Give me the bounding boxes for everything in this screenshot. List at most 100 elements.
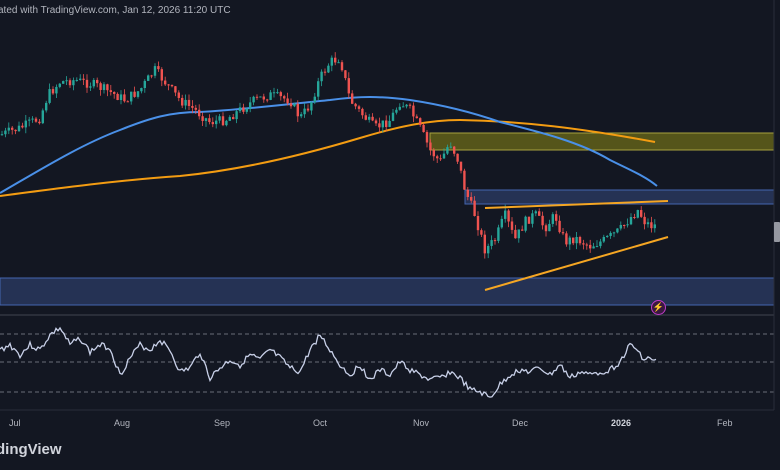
candle-body bbox=[102, 84, 106, 90]
candle-body bbox=[11, 127, 14, 130]
candle-body bbox=[446, 147, 449, 154]
candle-body bbox=[527, 216, 531, 224]
candle-body bbox=[555, 214, 558, 221]
candle-body bbox=[215, 120, 218, 125]
candle-body bbox=[623, 224, 626, 226]
candle-body bbox=[337, 62, 340, 64]
candle-body bbox=[136, 91, 140, 97]
candle-body bbox=[235, 111, 238, 120]
x-label-feb: Feb bbox=[717, 418, 733, 428]
candle-body bbox=[269, 92, 272, 100]
candle-body bbox=[204, 118, 208, 121]
candle-body bbox=[327, 65, 330, 73]
candle-body bbox=[17, 125, 21, 132]
candle-body bbox=[347, 78, 350, 94]
candle-body bbox=[38, 121, 41, 124]
candle-body bbox=[572, 237, 575, 244]
candle-body bbox=[524, 216, 527, 231]
candle-body bbox=[561, 232, 565, 234]
support-zone-blue bbox=[0, 277, 775, 306]
candle-body bbox=[456, 153, 459, 162]
candle-body bbox=[419, 118, 422, 125]
candle-body bbox=[68, 80, 72, 86]
candle-body bbox=[599, 241, 602, 247]
candle-body bbox=[126, 101, 129, 103]
candle-body bbox=[357, 106, 361, 109]
candle-body bbox=[184, 99, 187, 106]
candle-body bbox=[313, 96, 316, 103]
candle-body bbox=[279, 92, 282, 97]
candle-body bbox=[490, 240, 493, 246]
candle-body bbox=[276, 92, 279, 94]
candle-body bbox=[201, 116, 204, 121]
candle-body bbox=[538, 211, 541, 216]
candle-body bbox=[303, 108, 306, 115]
candle-body bbox=[266, 99, 269, 101]
candle-body bbox=[177, 92, 180, 98]
candle-body bbox=[585, 244, 588, 246]
candle-body bbox=[4, 130, 7, 135]
candle-body bbox=[62, 81, 65, 84]
candle-body bbox=[422, 124, 425, 133]
candle-body bbox=[89, 86, 92, 88]
candle-body bbox=[317, 81, 320, 97]
candle-body bbox=[45, 102, 48, 111]
candle-body bbox=[368, 116, 371, 120]
candle-body bbox=[646, 222, 650, 225]
price-scale-handle[interactable] bbox=[774, 222, 780, 242]
candle-body bbox=[364, 115, 367, 120]
candle-body bbox=[439, 158, 442, 160]
candle-body bbox=[507, 210, 510, 222]
candle-body bbox=[374, 120, 378, 124]
candle-body bbox=[232, 117, 235, 120]
candle-body bbox=[340, 62, 344, 71]
candle-body bbox=[323, 71, 327, 73]
x-label-dec: Dec bbox=[512, 418, 529, 428]
candle-body bbox=[514, 229, 517, 239]
candle-body bbox=[65, 80, 68, 82]
candle-body bbox=[521, 229, 524, 231]
candle-body bbox=[626, 224, 629, 226]
candle-body bbox=[470, 196, 473, 201]
candle-body bbox=[211, 122, 214, 125]
moving-average-orange bbox=[0, 118, 656, 197]
candle-body bbox=[497, 227, 500, 241]
candle-body bbox=[181, 97, 184, 106]
candle-body bbox=[300, 114, 303, 117]
candle-body bbox=[255, 96, 259, 98]
candle-body bbox=[558, 220, 561, 233]
candle-body bbox=[245, 108, 248, 112]
candle-body bbox=[351, 93, 354, 104]
candle-body bbox=[310, 102, 313, 111]
candle-body bbox=[249, 102, 252, 109]
candle-body bbox=[616, 228, 619, 233]
x-label-2026: 2026 bbox=[611, 418, 632, 428]
candle-body bbox=[28, 119, 31, 121]
candle-body bbox=[7, 127, 10, 131]
candle-body bbox=[510, 221, 514, 230]
candle-body bbox=[296, 103, 299, 117]
candle-body bbox=[72, 80, 75, 86]
candle-body bbox=[153, 66, 157, 76]
candle-body bbox=[388, 120, 391, 127]
candle-body bbox=[442, 153, 446, 159]
alert-icon[interactable]: ⚡ bbox=[651, 300, 666, 315]
candle-body bbox=[198, 109, 201, 117]
trendline-lower bbox=[484, 236, 669, 291]
candle-body bbox=[619, 224, 622, 229]
candlestick-series bbox=[0, 52, 656, 259]
tradingview-logo: dingView bbox=[0, 441, 62, 458]
candle-body bbox=[75, 79, 78, 81]
candle-body bbox=[480, 230, 483, 235]
candle-body bbox=[629, 217, 633, 225]
candle-body bbox=[453, 146, 456, 154]
candle-body bbox=[228, 117, 231, 121]
candle-body bbox=[0, 134, 4, 136]
candle-body bbox=[116, 93, 119, 101]
candle-body bbox=[429, 142, 432, 151]
candle-body bbox=[41, 110, 44, 124]
candle-body bbox=[517, 229, 520, 239]
candle-body bbox=[140, 88, 143, 92]
candle-body bbox=[476, 216, 480, 231]
